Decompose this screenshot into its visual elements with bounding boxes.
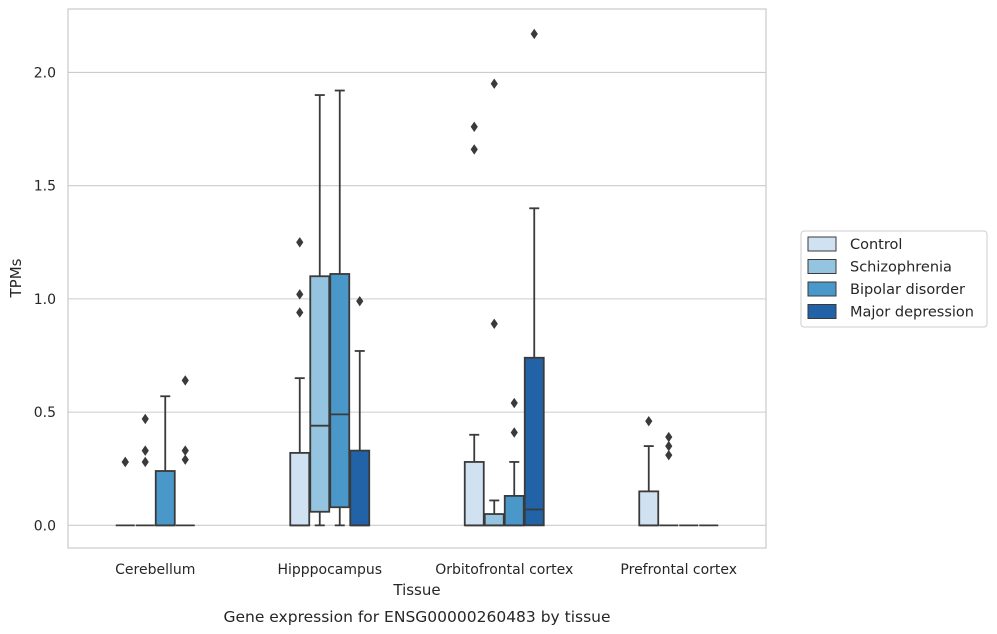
box	[523, 28, 545, 527]
box-body	[289, 451, 311, 527]
box-body	[154, 470, 176, 527]
outlier-point	[181, 445, 189, 456]
outlier-point	[141, 456, 149, 468]
box-body	[638, 490, 660, 527]
outlier-point	[510, 427, 518, 438]
box	[175, 375, 195, 527]
plot-area-frame	[67, 8, 767, 549]
box-body	[349, 449, 371, 527]
series-control	[115, 121, 660, 527]
box-body	[309, 275, 331, 513]
y-axis-title: TPMs	[7, 258, 25, 298]
outlier-point	[490, 78, 498, 89]
y-tick-label: 1.5	[34, 179, 56, 195]
box	[638, 415, 660, 527]
outlier-point	[510, 397, 518, 409]
series-major-depression	[175, 28, 719, 527]
chart-caption: Gene expression for ENSG00000260483 by t…	[223, 608, 610, 626]
box	[329, 89, 351, 527]
y-gridlines	[68, 71, 766, 526]
box-body	[523, 356, 545, 527]
outlier-point	[296, 289, 304, 300]
outlier-point	[141, 413, 149, 425]
outlier-point	[490, 318, 498, 329]
box-body	[463, 461, 485, 527]
outlier-point	[665, 449, 673, 461]
box-series	[115, 28, 719, 527]
x-axis-title: Tissue	[392, 581, 440, 599]
box	[503, 397, 525, 527]
y-tick-label: 0.5	[34, 405, 56, 421]
legend-swatch	[807, 259, 837, 274]
outlier-point	[470, 121, 478, 132]
box	[463, 121, 485, 527]
x-tick-label: Cerebellum	[115, 562, 195, 578]
legend-swatch	[807, 236, 837, 252]
box-body	[483, 513, 505, 527]
legend-label: Schizophrenia	[850, 260, 952, 276]
box	[289, 237, 311, 527]
outlier-point	[645, 415, 653, 427]
x-tick-label: Prefrontal cortex	[620, 562, 737, 578]
legend-label: Control	[850, 237, 902, 253]
y-tick-label: 2.0	[34, 65, 56, 81]
outlier-point	[296, 237, 304, 248]
outlier-point	[141, 445, 149, 456]
box-body	[503, 495, 525, 527]
x-tick-label: Hipppocampus	[277, 562, 382, 578]
box-body	[329, 273, 351, 509]
outlier-point	[181, 454, 189, 465]
box	[115, 456, 135, 527]
outlier-point	[470, 144, 478, 155]
y-tick-label: 1.0	[34, 292, 56, 308]
legend: Control Schizophrenia Bipolar disorder Majo…	[800, 230, 988, 328]
legend-label: Bipolar disorder	[850, 282, 965, 298]
outlier-point	[665, 431, 673, 443]
outlier-point	[296, 307, 304, 318]
box	[349, 295, 371, 527]
legend-swatch	[807, 281, 837, 297]
y-tick-label: 0.0	[34, 518, 56, 534]
x-tick-label: Orbitofrontal cortex	[435, 562, 573, 578]
y-tick-labels: 0.0 0.5 1.0 1.5 2.0	[34, 65, 56, 534]
outlier-point	[121, 456, 129, 468]
series-schizophrenia	[135, 78, 679, 527]
outlier-point	[356, 295, 364, 307]
box	[309, 94, 331, 527]
legend-frame	[800, 230, 988, 328]
legend-swatch	[807, 304, 837, 319]
x-tick-labels: Cerebellum Hipppocampus Orbitofrontal cort…	[115, 562, 737, 578]
series-bipolar-disorder	[154, 89, 699, 527]
outlier-point	[181, 375, 189, 386]
legend-label: Major depression	[850, 305, 974, 321]
box	[483, 78, 505, 527]
box	[659, 431, 679, 527]
box	[154, 395, 176, 527]
box	[135, 413, 155, 527]
outlier-point	[530, 28, 538, 40]
outlier-point	[665, 440, 673, 452]
